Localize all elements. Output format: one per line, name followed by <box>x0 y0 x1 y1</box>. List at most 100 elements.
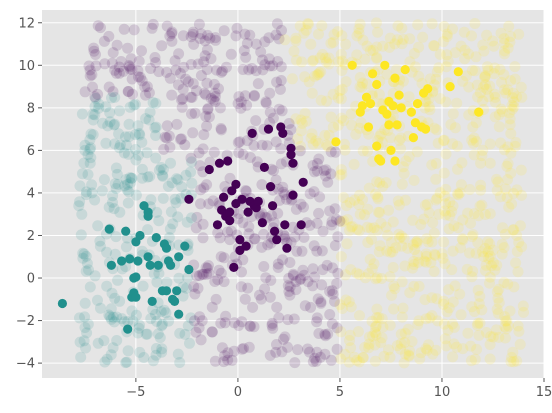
background-point <box>371 51 383 63</box>
background-point <box>312 137 324 149</box>
background-point <box>205 93 217 104</box>
background-point <box>192 58 204 70</box>
background-point <box>235 102 247 114</box>
background-point <box>255 293 267 305</box>
background-point <box>294 274 306 286</box>
background-point <box>89 109 101 121</box>
background-point <box>311 312 323 324</box>
background-point <box>122 197 134 209</box>
background-point <box>84 64 96 76</box>
background-point <box>130 189 142 201</box>
background-point <box>231 22 243 34</box>
background-point <box>398 233 410 244</box>
background-point <box>109 248 121 260</box>
series-point <box>372 141 382 151</box>
background-point <box>89 194 101 206</box>
background-point <box>499 321 511 333</box>
background-point <box>353 269 365 280</box>
background-point <box>101 280 113 292</box>
background-point <box>472 210 484 222</box>
background-point <box>510 257 522 269</box>
background-point <box>489 264 501 276</box>
background-point <box>254 289 265 301</box>
background-point <box>294 20 306 32</box>
background-point <box>308 240 320 252</box>
background-point <box>498 37 510 49</box>
background-point <box>186 91 198 103</box>
background-point <box>124 101 136 113</box>
background-point <box>354 18 366 30</box>
background-point <box>440 183 452 195</box>
background-point <box>84 143 96 155</box>
background-point <box>118 23 130 35</box>
background-point <box>469 18 481 29</box>
background-point <box>80 189 92 201</box>
background-point <box>404 33 416 45</box>
background-point <box>307 54 319 66</box>
background-point <box>472 317 484 329</box>
background-point <box>85 152 97 164</box>
background-point <box>180 73 192 85</box>
background-point <box>445 119 457 130</box>
background-point <box>335 251 347 263</box>
background-point <box>284 289 296 301</box>
y-tick-label: 0 <box>27 272 35 287</box>
background-point <box>397 33 409 45</box>
background-point <box>499 144 510 156</box>
background-point <box>151 276 163 288</box>
background-point <box>420 343 432 355</box>
background-point <box>157 164 169 175</box>
background-point <box>220 61 232 73</box>
background-point <box>179 328 191 340</box>
background-point <box>412 256 424 268</box>
background-point <box>511 246 523 257</box>
background-point <box>118 147 130 159</box>
x-tick-label: −5 <box>126 385 145 400</box>
background-point <box>466 231 478 243</box>
background-point <box>295 114 307 126</box>
background-point <box>495 191 506 203</box>
background-point <box>431 124 443 136</box>
background-point <box>129 98 141 110</box>
background-point <box>466 30 477 42</box>
background-point <box>120 241 132 253</box>
background-point <box>456 233 468 245</box>
background-point <box>396 230 407 242</box>
background-point <box>185 91 197 103</box>
background-point <box>479 265 491 277</box>
background-point <box>339 144 351 156</box>
series-point <box>423 84 433 94</box>
background-point <box>334 169 346 181</box>
background-point <box>311 245 323 257</box>
background-point <box>479 71 491 83</box>
background-point <box>428 265 440 277</box>
background-point <box>201 77 213 89</box>
background-points <box>73 17 529 369</box>
background-point <box>455 242 466 254</box>
background-point <box>200 110 212 122</box>
background-point <box>513 237 525 248</box>
background-point <box>375 128 387 140</box>
series-point <box>376 156 386 166</box>
background-point <box>469 353 481 365</box>
background-point <box>282 341 293 353</box>
background-point <box>479 70 491 81</box>
background-point <box>487 257 499 269</box>
background-point <box>421 233 433 245</box>
background-point <box>422 236 434 248</box>
background-point <box>484 250 496 262</box>
background-point <box>314 52 326 64</box>
series-point <box>180 241 190 251</box>
background-point <box>315 94 327 106</box>
background-point <box>340 38 352 50</box>
background-point <box>483 91 495 103</box>
background-point <box>420 95 432 107</box>
series-point <box>121 226 131 236</box>
background-point <box>278 333 289 345</box>
background-point <box>247 301 259 313</box>
background-point <box>122 315 134 327</box>
background-point <box>134 346 146 358</box>
background-point <box>266 210 278 221</box>
background-point <box>507 87 519 99</box>
series-point <box>390 156 400 166</box>
